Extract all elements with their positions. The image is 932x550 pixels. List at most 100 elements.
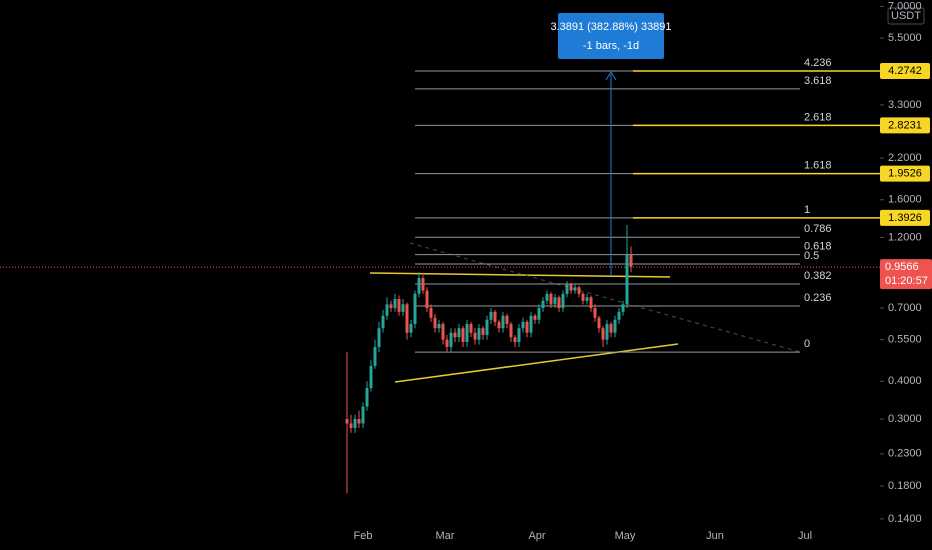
candle-body — [629, 254, 633, 267]
x-tick-label: Feb — [354, 530, 373, 542]
candle-body — [353, 419, 357, 429]
candle-body — [525, 321, 529, 333]
candle-body — [549, 293, 553, 305]
fib-level-label: 0.786 — [804, 223, 832, 235]
candle-body — [405, 304, 409, 333]
candle-body — [581, 293, 585, 301]
candle-body — [393, 298, 397, 309]
candle-body — [457, 328, 461, 338]
last-price-label: 0.9566 — [885, 261, 919, 273]
candle-body — [513, 337, 517, 343]
fib-level-label: 0.5 — [804, 250, 819, 262]
candle-body — [521, 321, 525, 329]
candle-body — [509, 323, 513, 338]
y-tick-label: 3.3000 — [888, 99, 922, 111]
candle-body — [421, 278, 425, 291]
fib-level-label: 0.236 — [804, 292, 832, 304]
candle-body — [373, 346, 377, 366]
price-tag-label: 2.8231 — [888, 119, 922, 131]
y-tick-label: 2.2000 — [888, 152, 922, 164]
x-tick-label: Apr — [528, 530, 545, 542]
candle-body — [357, 419, 361, 424]
candle-body — [517, 328, 521, 343]
candle-body — [589, 297, 593, 309]
candle-body — [585, 297, 589, 301]
fib-level-label: 0.382 — [804, 270, 832, 282]
x-tick-label: Jul — [798, 530, 812, 542]
candle-body — [437, 323, 441, 329]
fib-level-label: 2.618 — [804, 111, 832, 123]
candle-body — [477, 328, 481, 340]
y-tick-label: 0.1800 — [888, 480, 922, 492]
price-tag-label: 4.2742 — [888, 65, 922, 77]
candle-body — [493, 311, 497, 322]
candle-body — [461, 328, 465, 343]
candle-body — [497, 321, 501, 329]
candle-body — [573, 287, 577, 291]
price-tag-label: 1.9526 — [888, 168, 922, 180]
candle-body — [453, 332, 457, 338]
candle-body — [369, 365, 373, 389]
candle-body — [433, 317, 437, 329]
y-tick-label: 0.7000 — [888, 302, 922, 314]
fib-level-label: 4.236 — [804, 57, 832, 69]
candle-body — [365, 388, 369, 407]
y-tick-label: 7.0000 — [888, 0, 922, 12]
candle-body — [473, 332, 477, 340]
candle-body — [545, 293, 549, 301]
candle-body — [577, 287, 581, 294]
y-tick-label: 5.5000 — [888, 32, 922, 44]
candle-body — [377, 328, 381, 347]
x-tick-label: Jun — [706, 530, 724, 542]
trend-line — [409, 242, 801, 353]
candle-body — [481, 328, 485, 335]
fib-level-label: 3.618 — [804, 75, 832, 87]
fib-level-label: 0 — [804, 338, 810, 350]
candle-body — [597, 317, 601, 329]
candle-body — [417, 278, 421, 294]
candle-body — [381, 315, 385, 329]
fib-level-label: 1.618 — [804, 160, 832, 172]
currency: USDT — [891, 10, 921, 22]
candle-body — [413, 293, 417, 324]
y-tick-label: 0.2300 — [888, 448, 922, 460]
fib-level-label: 0.618 — [804, 241, 832, 253]
candle-body — [345, 419, 349, 424]
fib-level-label: 1 — [804, 204, 810, 216]
candle-body — [469, 323, 473, 333]
candle-body — [505, 315, 509, 324]
candle-body — [537, 308, 541, 320]
measure-arrow-head — [605, 71, 617, 81]
y-tick-label: 0.4000 — [888, 375, 922, 387]
x-tick-label: May — [615, 530, 636, 542]
candle-body — [557, 297, 561, 309]
y-tick-label: 0.5500 — [888, 334, 922, 346]
measure-text: 3.3891 (382.88%) 33891 — [550, 21, 671, 33]
currency-box — [887, 7, 925, 25]
candle-body — [561, 293, 565, 309]
candle-body — [409, 323, 413, 333]
candle-body — [401, 304, 405, 312]
candle-body — [485, 319, 489, 335]
candle-body — [609, 323, 613, 333]
candle-body — [565, 284, 569, 294]
candle-body — [621, 304, 625, 312]
price-tag — [880, 209, 930, 226]
candle-body — [449, 332, 453, 347]
candle-body — [501, 315, 505, 329]
y-tick-label: 0.3000 — [888, 413, 922, 425]
y-tick-label: 1.6000 — [888, 194, 922, 206]
candle-body — [533, 315, 537, 320]
candle-body — [425, 290, 429, 309]
candle-body — [441, 323, 445, 340]
measure-box — [558, 13, 664, 59]
candle-body — [613, 319, 617, 333]
y-tick-label: 1.2000 — [888, 231, 922, 243]
candle-body — [445, 339, 449, 347]
last-price-tag — [880, 259, 932, 290]
candle-body — [601, 328, 605, 340]
price-tag — [880, 117, 930, 134]
candle-body — [349, 423, 353, 429]
trend-line — [369, 272, 671, 278]
